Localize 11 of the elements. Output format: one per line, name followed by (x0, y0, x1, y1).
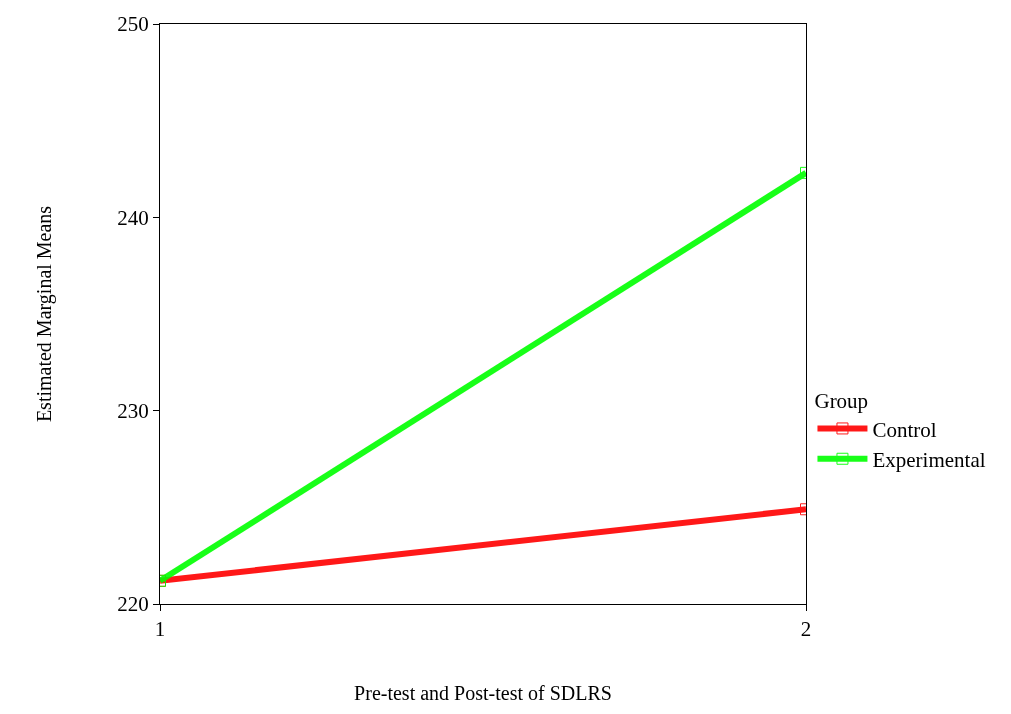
legend-label: Experimental (872, 447, 986, 472)
legend-label: Control (872, 417, 937, 442)
x-tick-label: 2 (800, 617, 812, 642)
y-tick-label: 240 (117, 205, 149, 230)
x-axis-title: Pre-test and Post-test of SDLRS (354, 681, 612, 704)
y-tick-label: 250 (117, 12, 149, 37)
legend-title: Group (814, 389, 869, 414)
y-axis-title: Estimated Marginal Means (32, 205, 56, 423)
y-tick-label: 230 (117, 399, 149, 424)
x-tick-label: 1 (154, 617, 166, 642)
y-tick-label: 220 (117, 592, 149, 617)
